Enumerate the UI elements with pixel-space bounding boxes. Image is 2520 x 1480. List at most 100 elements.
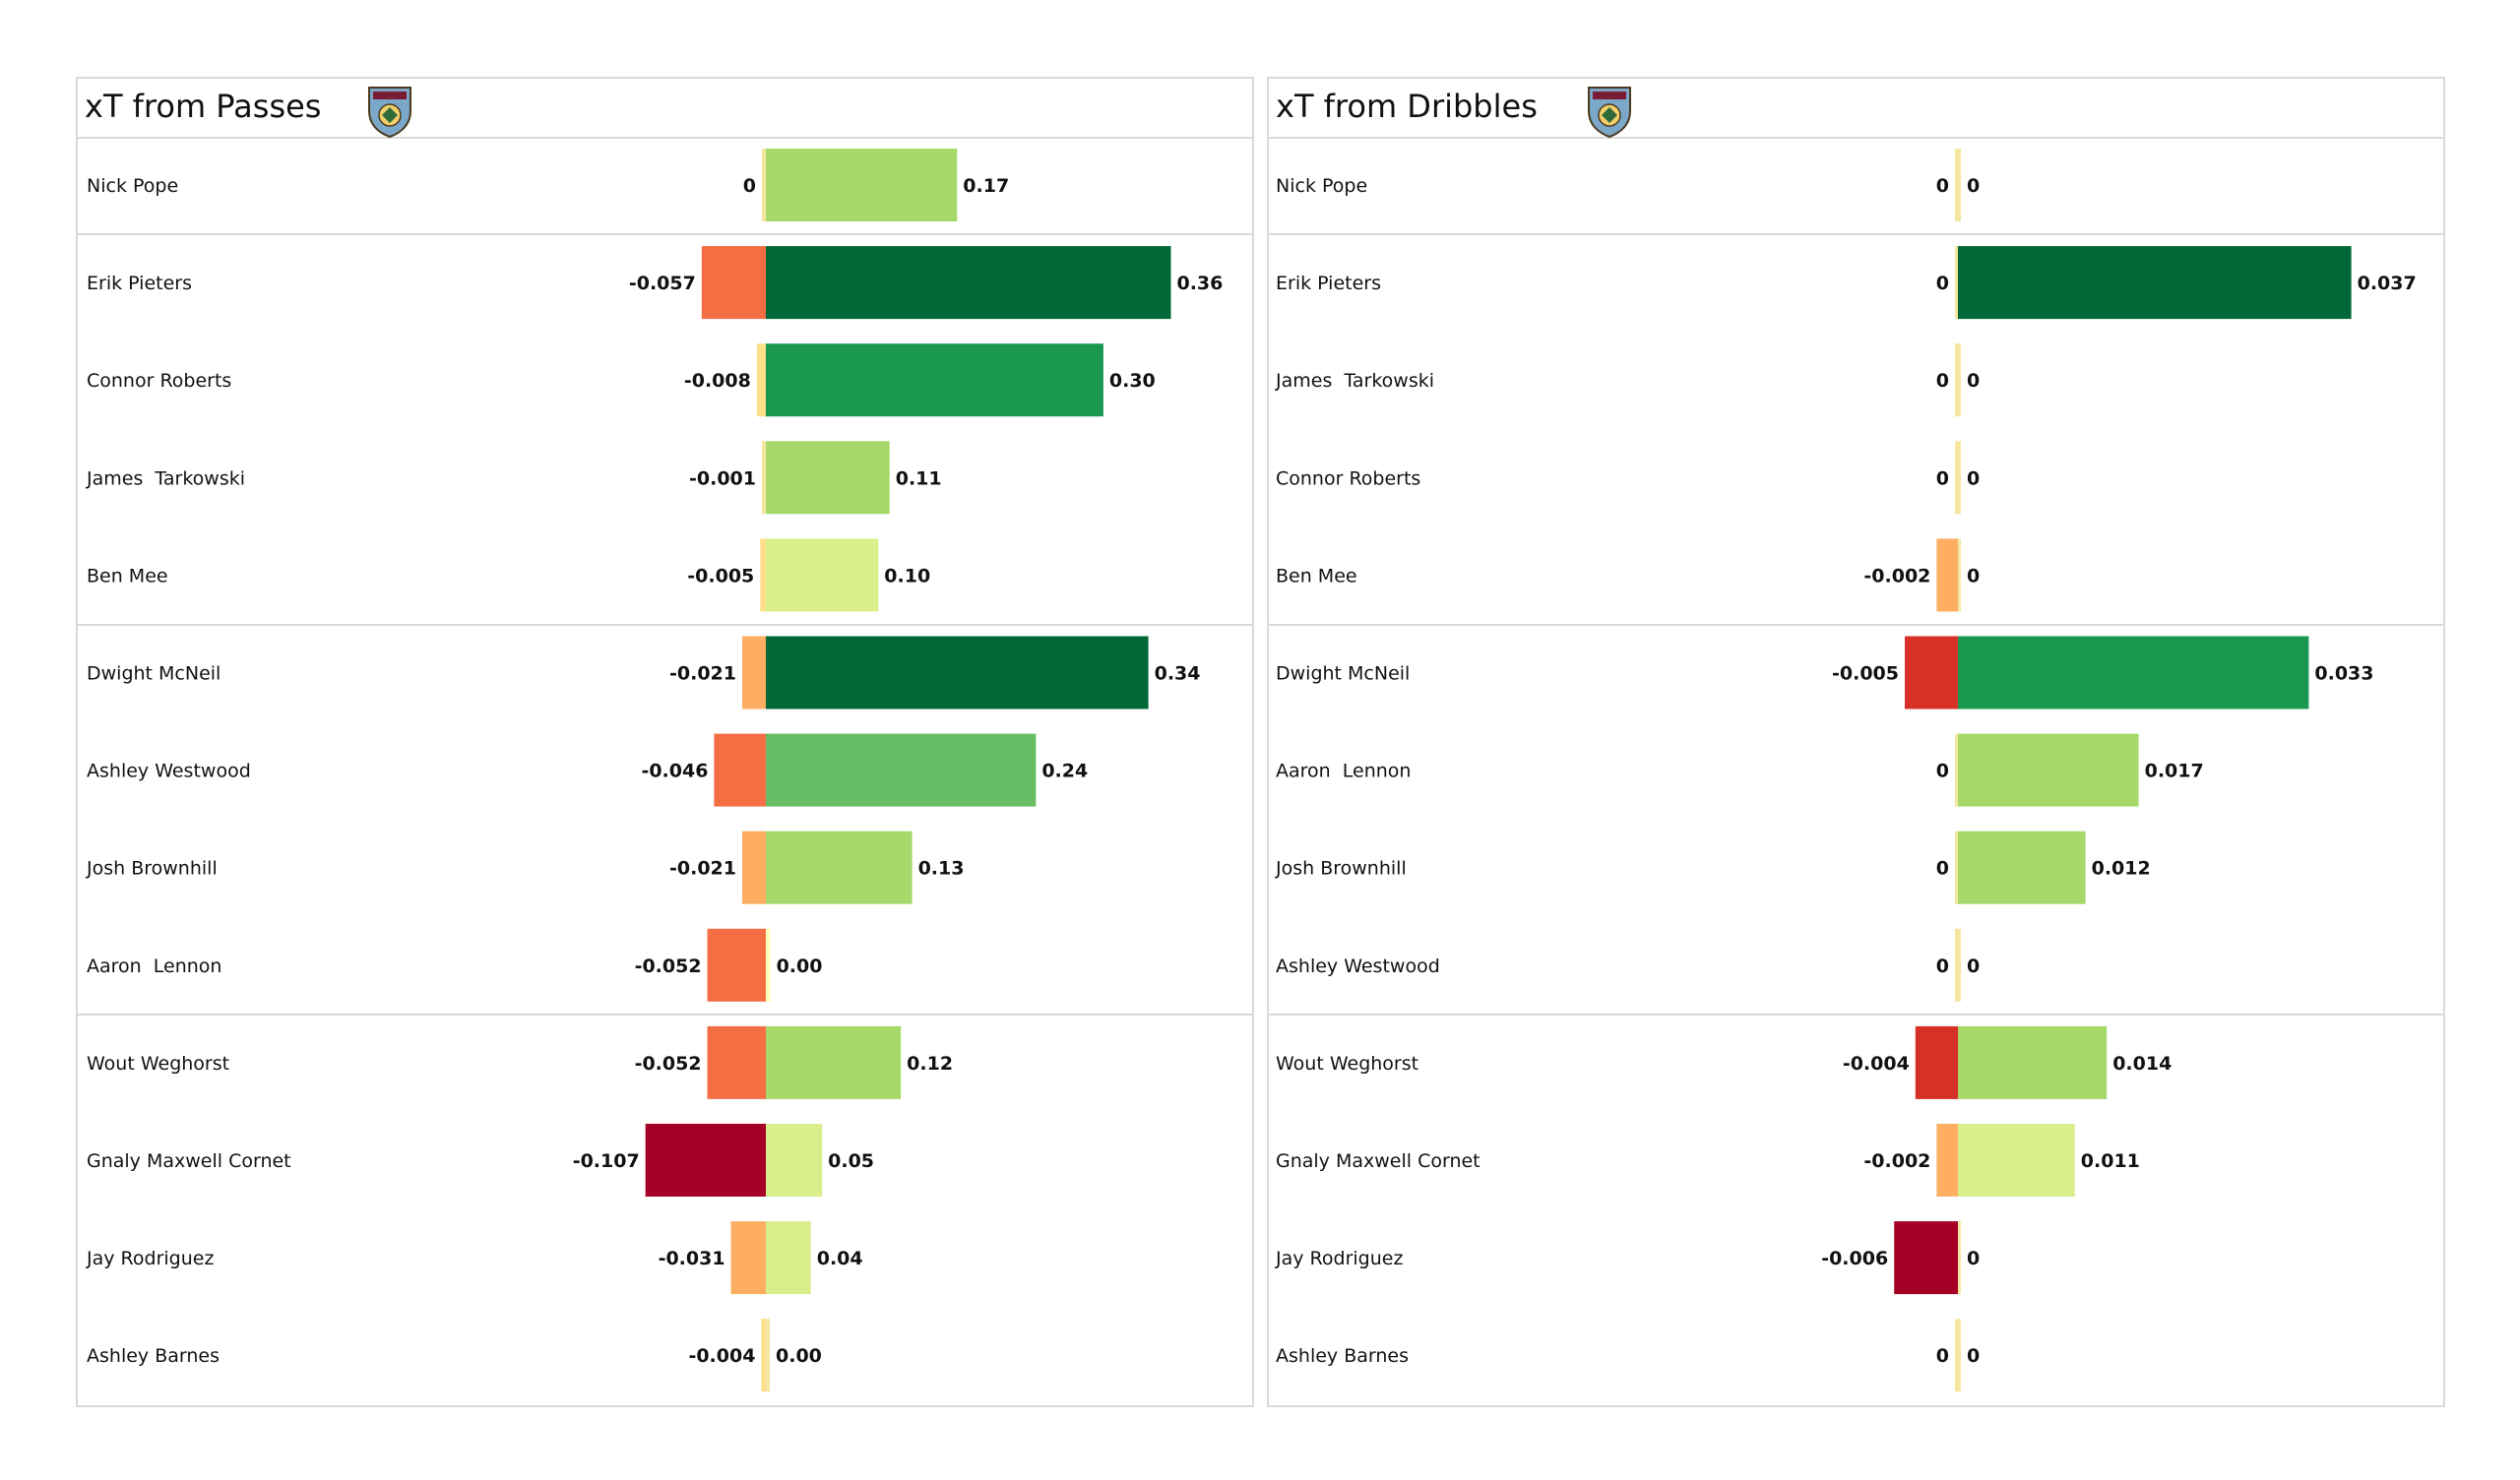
dribbles-positive-value-label: 0.011 [2081,1150,2140,1172]
passes-negative-bar [741,831,766,904]
dribbles-negative-bar [1936,538,1958,612]
dribbles-positive-bar [1958,538,1961,612]
passes-negative-value-label: -0.046 [641,761,708,782]
dribbles-negative-value-label: 0 [1936,956,1949,977]
passes-negative-value-label: -0.107 [573,1150,640,1172]
dribbles-player-label: Aaron Lennon [1276,761,1411,782]
passes-positive-value-label: 0.11 [896,467,942,489]
passes-negative-value-label: -0.021 [669,858,736,880]
dribbles-negative-bar [1955,246,1958,320]
dribbles-negative-value-label: 0 [1936,370,1949,392]
dribbles-negative-value-label: -0.004 [1843,1053,1910,1075]
dribbles-positive-bar [1958,1221,1961,1295]
passes-positive-bar [766,538,879,612]
dribbles-negative-bar [1955,441,1958,515]
passes-positive-value-label: 0.13 [918,858,965,880]
passes-negative-bar [760,538,766,612]
dribbles-negative-value-label: 0 [1936,761,1949,782]
dribbles-player-label: Nick Pope [1276,175,1367,197]
dribbles-positive-value-label: 0.012 [2092,858,2151,880]
dribbles-positive-bar [1958,246,2352,320]
passes-player-label: Aaron Lennon [87,956,221,977]
passes-negative-bar [762,441,766,515]
dribbles-negative-bar [1905,636,1958,709]
dribbles-negative-value-label: -0.002 [1863,565,1930,586]
passes-player-label: Ben Mee [87,565,168,586]
passes-positive-value-label: 0.05 [828,1150,874,1172]
dribbles-negative-value-label: 0 [1936,273,1949,294]
passes-player-label: Josh Brownhill [86,858,218,880]
burnley-crest-icon [1588,87,1631,139]
passes-positive-value-label: 0.00 [776,1345,822,1367]
dribbles-positive-value-label: 0.017 [2145,761,2204,782]
passes-negative-bar [707,928,766,1002]
passes-negative-value-label: -0.052 [635,956,702,977]
dribbles-positive-bar [1958,343,1961,417]
passes-title: xT from Passes [85,88,321,125]
dribbles-positive-value-label: 0.037 [2358,273,2417,294]
dribbles-positive-value-label: 0 [1967,467,1980,489]
passes-positive-value-label: 0.30 [1109,370,1156,392]
dribbles-player-label: Erik Pieters [1276,273,1381,294]
dribbles-positive-bar [1958,149,1961,221]
dribbles-positive-value-label: 0 [1967,175,1980,197]
dribbles-player-label: Connor Roberts [1276,467,1420,489]
passes-positive-bar [766,343,1103,417]
dribbles-player-label: Dwight McNeil [1276,663,1410,685]
passes-positive-value-label: 0.10 [884,565,930,586]
passes-negative-value-label: -0.004 [688,1345,755,1367]
passes-positive-value-label: 0.34 [1155,663,1201,685]
passes-player-label: Connor Roberts [87,370,231,392]
passes-negative-bar [761,1319,766,1392]
dribbles-positive-value-label: 0 [1967,1248,1980,1269]
passes-positive-value-label: 0.12 [907,1053,953,1075]
dribbles-player-label: Wout Weghorst [1276,1053,1418,1075]
passes-player-label: Erik Pieters [87,273,192,294]
passes-player-label: James Tarkowski [86,467,245,489]
passes-positive-value-label: 0.24 [1041,761,1088,782]
passes-positive-bar [766,1124,823,1197]
passes-negative-bar [714,733,766,807]
passes-player-label: Nick Pope [87,175,178,197]
passes-negative-value-label: -0.008 [684,370,751,392]
dribbles-positive-value-label: 0.014 [2112,1053,2172,1075]
passes-positive-bar [766,441,890,515]
passes-negative-bar [707,1025,766,1099]
dribbles-positive-bar [1958,831,2086,904]
dribbles-positive-value-label: 0.033 [2314,663,2373,685]
passes-positive-bar [766,1319,770,1392]
dribbles-positive-value-label: 0 [1967,1345,1980,1367]
passes-negative-bar [645,1124,766,1197]
dribbles-positive-bar [1958,928,1961,1002]
passes-negative-value-label: -0.005 [687,565,754,586]
passes-positive-bar [766,733,1037,807]
passes-positive-value-label: 0.17 [963,175,1009,197]
passes-positive-value-label: 0.36 [1176,273,1223,294]
dribbles-negative-bar [1894,1221,1958,1295]
passes-negative-value-label: -0.001 [689,467,756,489]
passes-player-label: Dwight McNeil [87,663,220,685]
dribbles-negative-value-label: 0 [1936,175,1949,197]
dribbles-negative-bar [1915,1025,1958,1099]
dribbles-positive-bar [1958,441,1961,515]
passes-negative-bar [730,1221,766,1295]
dribbles-title: xT from Dribbles [1276,88,1538,125]
passes-negative-value-label: -0.057 [629,273,696,294]
dribbles-negative-value-label: 0 [1936,467,1949,489]
dribbles-negative-bar [1955,831,1958,904]
passes-positive-bar [766,1221,811,1295]
passes-positive-value-label: 0.00 [777,956,823,977]
dribbles-player-label: Ashley Barnes [1276,1345,1409,1367]
passes-negative-bar [741,636,766,709]
burnley-crest-icon [368,87,411,139]
passes-positive-bar [766,149,958,221]
dribbles-player-label: Jay Rodriguez [1275,1248,1403,1269]
dribbles-player-label: Ben Mee [1276,565,1357,586]
passes-positive-bar [766,636,1149,709]
passes-player-label: Ashley Westwood [87,761,251,782]
passes-player-label: Jay Rodriguez [86,1248,214,1269]
dribbles-negative-value-label: -0.005 [1832,663,1899,685]
passes-negative-bar [762,149,766,221]
